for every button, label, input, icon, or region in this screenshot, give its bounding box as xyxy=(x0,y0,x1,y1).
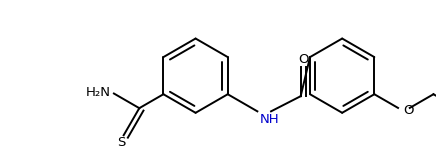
Text: O: O xyxy=(298,53,309,66)
Text: O: O xyxy=(403,104,413,117)
Text: NH: NH xyxy=(259,113,279,126)
Text: H₂N: H₂N xyxy=(86,86,111,99)
Text: S: S xyxy=(117,136,126,149)
